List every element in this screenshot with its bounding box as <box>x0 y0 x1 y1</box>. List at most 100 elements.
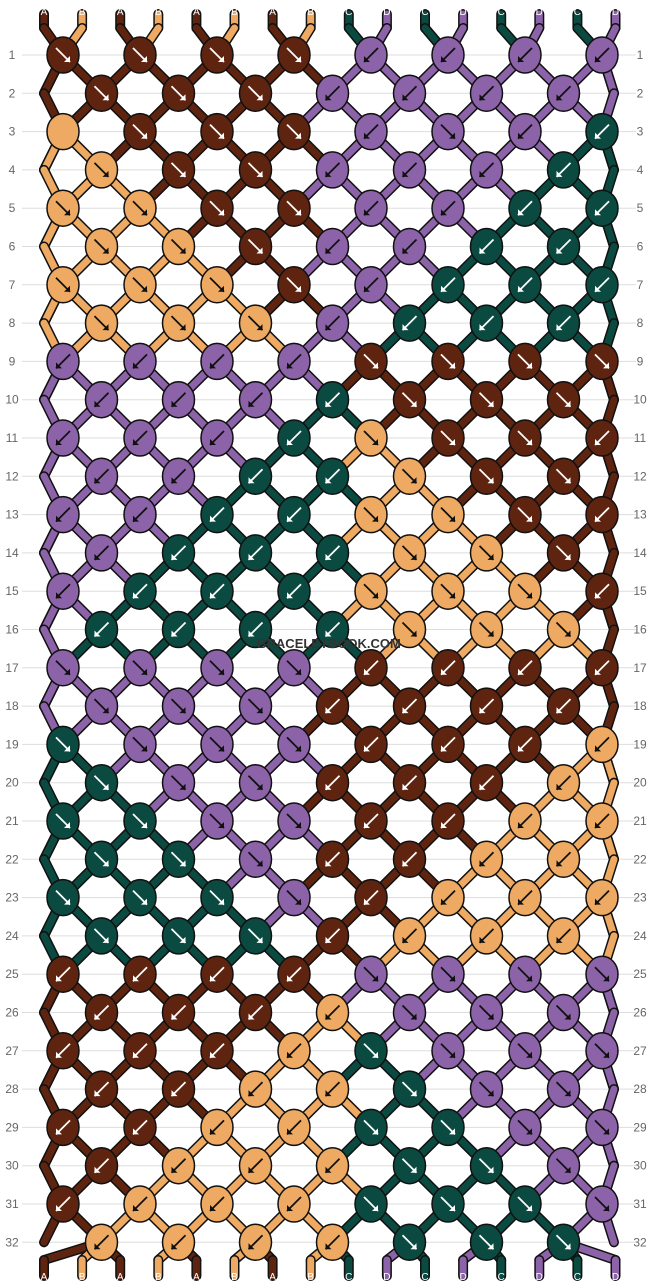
knot <box>354 725 388 764</box>
arrow-head-icon <box>526 1128 532 1135</box>
knot <box>546 380 581 419</box>
arrow-head-icon <box>171 1013 178 1020</box>
knot <box>200 649 234 687</box>
arrow-head-icon <box>256 247 263 254</box>
arrow-head-icon <box>479 247 486 254</box>
arrow-head-icon <box>526 1205 532 1211</box>
knot <box>46 112 80 151</box>
knot <box>585 112 619 151</box>
knot <box>161 917 196 955</box>
knot <box>469 840 504 879</box>
knot <box>585 802 619 840</box>
top-string-letter: C <box>574 7 581 18</box>
knot <box>84 917 119 955</box>
knot <box>315 1070 350 1108</box>
arrow-head-icon <box>603 975 609 982</box>
arrow-head-icon <box>218 132 224 139</box>
arrow-head-icon <box>210 515 216 522</box>
arrow-head-icon <box>141 132 147 139</box>
knot <box>392 457 427 496</box>
knot <box>123 495 157 534</box>
knot <box>508 419 542 457</box>
arrow-head-icon <box>487 1243 494 1250</box>
knot <box>546 457 581 496</box>
arrow-head-icon <box>133 975 139 982</box>
arrow-head-icon <box>564 1013 571 1020</box>
row-number-right: 30 <box>633 1159 647 1173</box>
arrow-head-icon <box>479 783 486 790</box>
arrow-head-icon <box>449 975 455 982</box>
arrow-head-icon <box>287 362 293 369</box>
row-number-left: 8 <box>9 316 16 330</box>
arrow-head-icon <box>441 668 447 675</box>
arrow-head-icon <box>364 56 370 62</box>
knot <box>123 419 157 457</box>
knot <box>238 74 273 113</box>
knot <box>238 380 273 419</box>
arrow-head-icon <box>295 285 301 292</box>
knot <box>354 878 388 917</box>
arrow-head-icon <box>210 975 216 982</box>
arrow-head-icon <box>210 362 216 369</box>
arrow-head-icon <box>256 170 263 177</box>
knot <box>161 380 196 419</box>
arrow-head-icon <box>325 170 332 177</box>
arrow-head-icon <box>64 56 70 62</box>
arrow-head-icon <box>564 630 571 637</box>
arrow-head-icon <box>325 1243 332 1250</box>
row-number-right: 26 <box>633 1006 647 1020</box>
arrow-head-icon <box>518 209 524 216</box>
knot <box>200 955 234 993</box>
arrow-head-icon <box>564 553 571 560</box>
row-number-right: 13 <box>633 508 647 522</box>
knot <box>84 304 119 342</box>
arrow-head-icon <box>595 132 601 139</box>
arrow-head-icon <box>449 1128 455 1135</box>
arrow-head-icon <box>248 1090 255 1097</box>
knot <box>277 1032 311 1070</box>
arrow-head-icon <box>595 745 601 752</box>
knot <box>200 572 234 610</box>
knot <box>354 572 388 610</box>
arrow-head-icon <box>487 1166 494 1173</box>
arrow-head-icon <box>325 477 332 484</box>
arrow-head-icon <box>564 1243 571 1250</box>
bottom-string-letter: A <box>41 1272 48 1283</box>
arrow-head-icon <box>248 1243 255 1250</box>
knot <box>315 687 350 725</box>
row-number-right: 12 <box>633 469 647 483</box>
arrow-head-icon <box>325 400 332 407</box>
knot-shape <box>46 112 80 151</box>
arrow-head-icon <box>441 898 447 905</box>
knot <box>277 955 311 993</box>
knot <box>546 993 581 1032</box>
arrow-head-icon <box>564 400 571 407</box>
knot <box>46 189 80 227</box>
row-number-right: 4 <box>637 163 644 177</box>
arrow-head-icon <box>526 439 532 445</box>
row-number-left: 28 <box>5 1082 19 1096</box>
arrow-head-icon <box>595 822 601 828</box>
row-number-right: 1 <box>637 48 644 62</box>
row-number-right: 24 <box>633 929 647 943</box>
arrow-head-icon <box>364 668 370 675</box>
knot <box>354 419 388 457</box>
row-number-left: 18 <box>5 699 19 713</box>
arrow-head-icon <box>556 94 563 101</box>
arrow-head-icon <box>56 1128 62 1135</box>
row-number-right: 31 <box>633 1197 647 1211</box>
row-number-left: 4 <box>9 163 16 177</box>
knot <box>123 572 157 610</box>
knot <box>315 1146 350 1185</box>
arrow-head-icon <box>556 783 563 790</box>
arrow-head-icon <box>56 1051 62 1058</box>
arrow-head-icon <box>364 745 370 752</box>
row-number-left: 9 <box>9 354 16 368</box>
arrow-head-icon <box>287 439 293 445</box>
knot <box>238 1146 273 1185</box>
arrow-head-icon <box>256 783 263 790</box>
knot <box>238 304 273 342</box>
row-number-right: 20 <box>633 776 647 790</box>
row-number-right: 8 <box>637 316 644 330</box>
arrow-head-icon <box>56 592 62 599</box>
